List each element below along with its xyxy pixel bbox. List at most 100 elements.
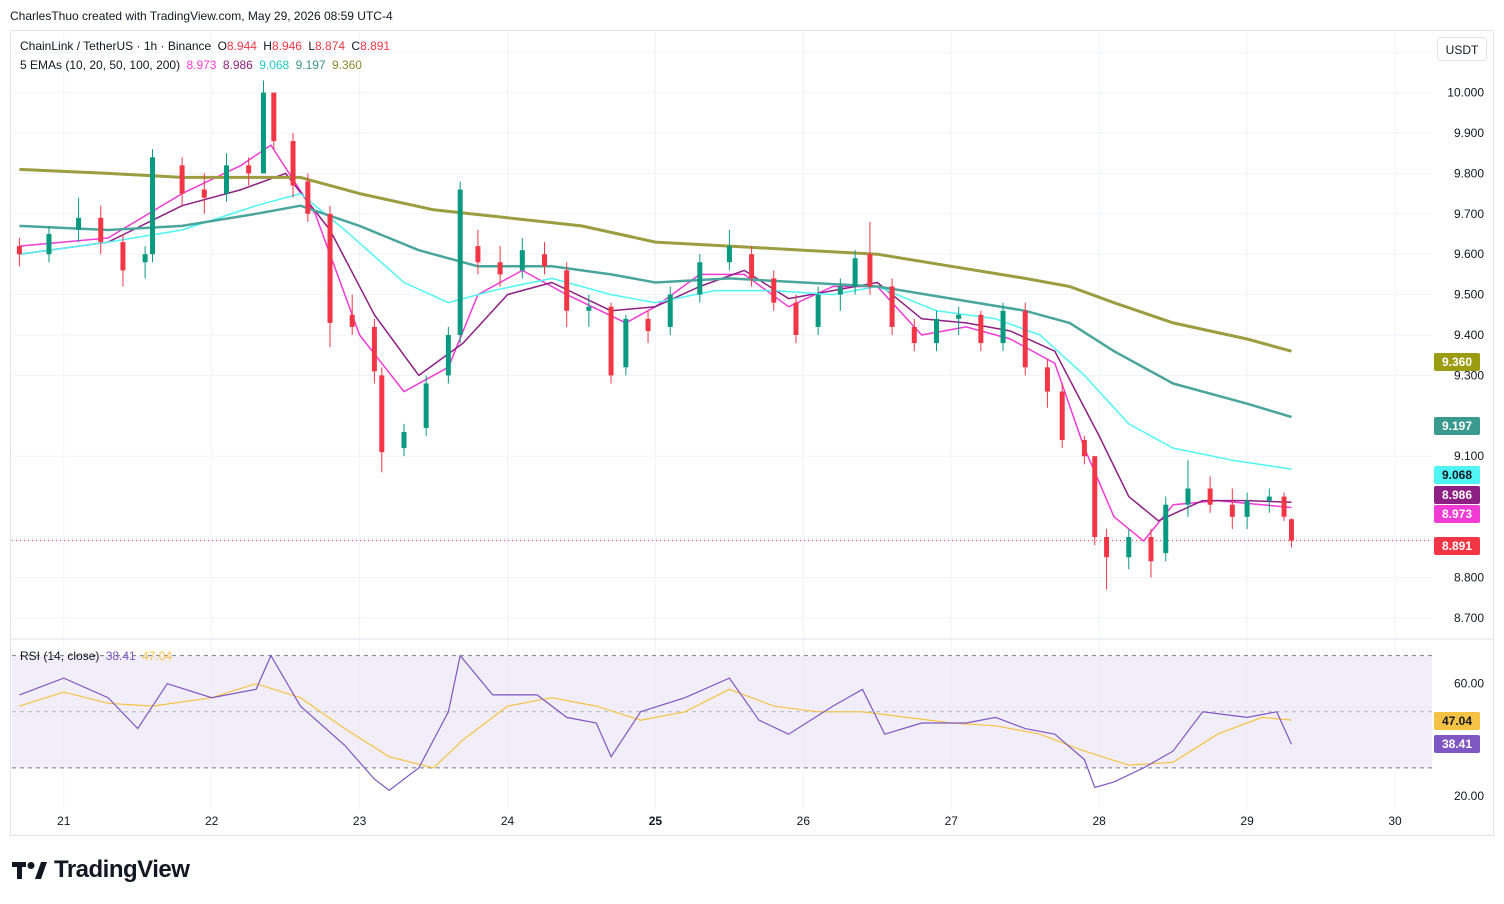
candle-down (179, 165, 185, 194)
price-tick-label: 9.400 (1454, 328, 1484, 342)
rsi-band (12, 655, 1432, 769)
candle-down (793, 302, 799, 335)
ohlc-high: 8.946 (271, 39, 302, 53)
time-tick-label: 21 (57, 814, 71, 828)
candle-down (889, 286, 895, 327)
currency-button[interactable]: USDT (1437, 37, 1487, 61)
ema50-value: 9.068 (259, 58, 290, 72)
candle-down (564, 270, 570, 311)
candle-down (1059, 391, 1065, 441)
candle-down (1022, 310, 1028, 368)
ema100-price-label: 9.197 (1434, 417, 1480, 435)
candle-down (1092, 456, 1098, 537)
rsi-legend: RSI (14, close) 38.41 47.04 (20, 649, 175, 663)
price-tick-label: 8.700 (1454, 611, 1484, 625)
candle-up (623, 318, 629, 368)
ema-legend: 5 EMAs (10, 20, 50, 100, 200) 8.973 8.98… (20, 58, 365, 72)
candle-down (749, 254, 755, 279)
candle-down (98, 217, 104, 243)
candle-up (519, 250, 525, 271)
rsi-ma-axis-label: 47.04 (1434, 712, 1480, 730)
candle-up (150, 157, 156, 255)
time-tick-label: 22 (205, 814, 219, 828)
rsi-axis-label: 38.41 (1434, 735, 1480, 753)
time-tick-label: 23 (353, 814, 367, 828)
ohlc-close: 8.891 (360, 39, 391, 53)
ema-legend-label: 5 EMAs (10, 20, 50, 100, 200) (20, 58, 181, 72)
candles (16, 80, 1294, 590)
candle-up (445, 335, 451, 376)
ohlc-low: 8.874 (315, 39, 346, 53)
tradingview-logo-icon (12, 862, 47, 879)
ohlc-l-label: L (308, 39, 316, 53)
time-tick-label: 25 (649, 814, 663, 828)
price-tick-label: 8.800 (1454, 570, 1484, 584)
price-tick-label: 9.800 (1454, 166, 1484, 180)
candle-up (401, 431, 407, 449)
price-tick-label: 9.300 (1454, 368, 1484, 382)
rsi-band-fill (12, 655, 1432, 768)
candle-up (223, 165, 229, 194)
candle-up (1244, 500, 1250, 517)
candle-up (142, 254, 148, 263)
ema20-price-label: 8.986 (1434, 486, 1480, 504)
symbol-name: ChainLink / TetherUS · 1h · Binance (20, 39, 212, 53)
candle-down (645, 318, 651, 331)
candle-up (1126, 537, 1132, 558)
symbol-legend: ChainLink / TetherUS · 1h · Binance O8.9… (20, 39, 393, 53)
ema20-value: 8.986 (222, 58, 253, 72)
candle-down (371, 326, 377, 372)
candle-down (978, 314, 984, 344)
candle-down (120, 242, 126, 271)
chart-frame (10, 30, 1494, 836)
rsi-lines (19, 654, 1293, 792)
ema200-value: 9.360 (331, 58, 362, 72)
ema50-price-label: 9.068 (1434, 466, 1480, 484)
candle-down (305, 181, 311, 214)
candle-down (290, 141, 296, 186)
time-tick-label: 29 (1240, 814, 1254, 828)
ohlc-open: 8.944 (226, 39, 257, 53)
candle-up (667, 294, 673, 327)
price-tick-label: 9.700 (1454, 207, 1484, 221)
time-tick-label: 28 (1093, 814, 1107, 828)
rsi-tick-label: 60.00 (1454, 677, 1484, 691)
candle-down (1104, 537, 1110, 558)
time-tick-label: 30 (1388, 814, 1402, 828)
candle-down (475, 246, 481, 263)
price-tick-label: 9.900 (1454, 126, 1484, 140)
rsi-value: 38.41 (105, 649, 136, 663)
ema200-price-label: 9.360 (1434, 353, 1480, 371)
candle-down (608, 306, 614, 376)
rsi-tick-label: 20.00 (1454, 789, 1484, 803)
candle-up (586, 306, 592, 311)
candle-up (423, 383, 429, 428)
price-tick-label: 10.000 (1447, 86, 1484, 100)
candle-up (260, 92, 266, 174)
candle-down (349, 314, 355, 327)
candle-down (1288, 519, 1294, 541)
candle-up (457, 189, 463, 335)
candle-down (246, 165, 252, 174)
candle-up (837, 286, 843, 295)
candle-down (16, 246, 22, 255)
candle-down (1148, 537, 1154, 562)
brand[interactable]: TradingView (12, 856, 190, 884)
ohlc-h-label: H (263, 39, 272, 53)
candle-up (1185, 488, 1191, 505)
candle-down (911, 326, 917, 344)
candle-down (1081, 440, 1087, 457)
candle-up (852, 258, 858, 287)
price-tick-label: 9.500 (1454, 288, 1484, 302)
candle-down (379, 375, 385, 453)
time-tick-label: 26 (797, 814, 811, 828)
last-price-label: 8.891 (1434, 537, 1480, 555)
rsi-ma-value: 47.04 (142, 649, 173, 663)
candle-up (76, 217, 82, 230)
candle-down (327, 213, 333, 323)
ema10-price-label: 8.973 (1434, 505, 1480, 523)
price-tick-label: 9.600 (1454, 247, 1484, 261)
candle-down (542, 254, 547, 267)
candle-up (726, 246, 732, 263)
